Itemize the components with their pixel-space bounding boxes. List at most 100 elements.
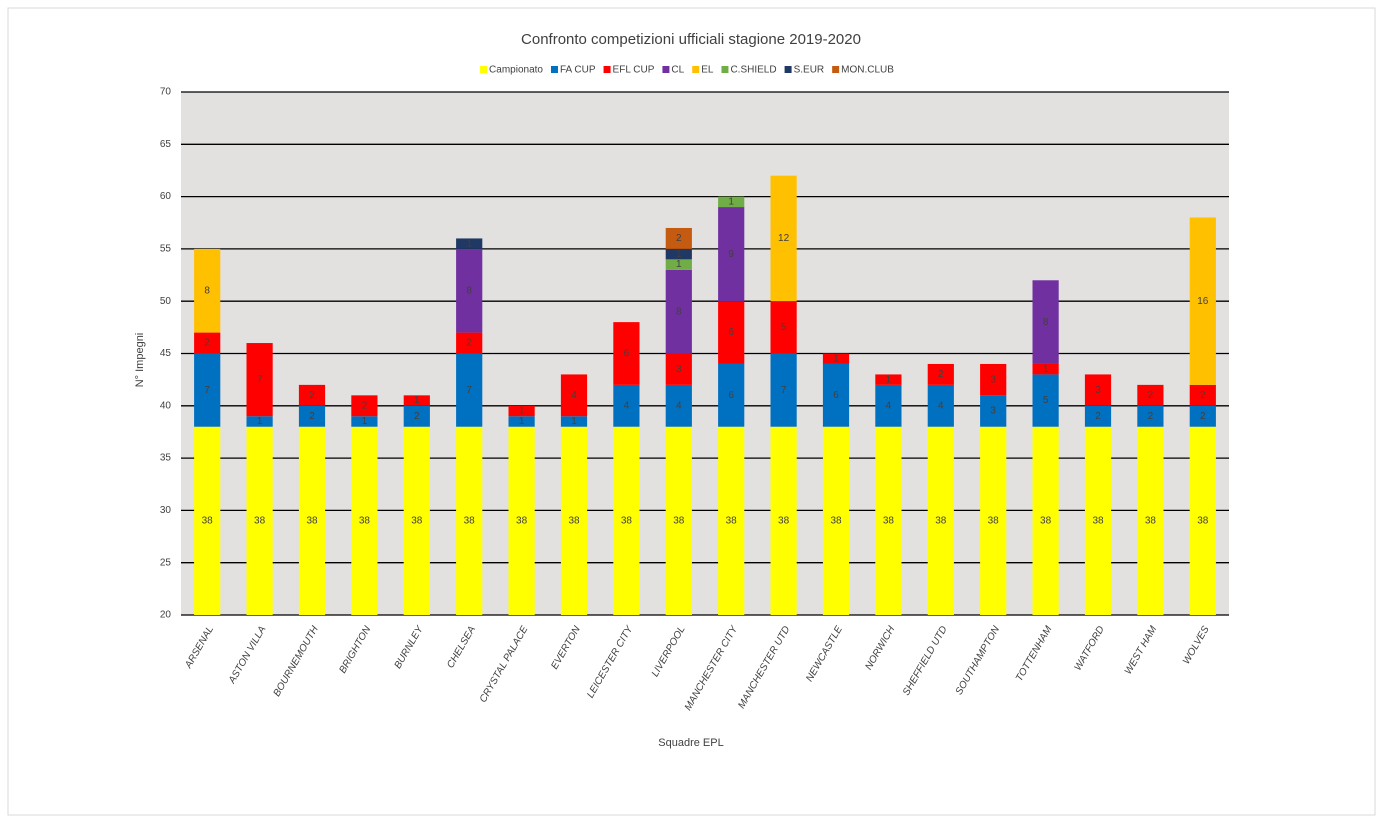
bar-segment [718,363,745,427]
y-tick-label: 40 [160,400,172,411]
bar-segment [1137,384,1164,406]
bar-segment [1084,405,1112,427]
data-label: 38 [516,516,528,527]
data-label: 38 [935,516,947,527]
bar-segment [246,343,273,417]
bar-segment [718,207,745,302]
bar-segment [508,405,535,417]
bar-segment [351,426,378,615]
data-label: 5 [781,322,787,333]
bar-segment [927,384,954,427]
data-label: 8 [466,285,472,296]
legend-swatch [662,66,670,73]
data-label: 12 [778,233,790,244]
data-label: 1 [466,238,472,249]
bar-segment [351,395,378,417]
data-label: 1 [676,249,682,260]
data-label: 1 [414,395,420,406]
legend-swatch [784,66,792,73]
bar-segment [927,363,954,385]
bar-segment [822,426,850,615]
y-tick-label: 60 [160,191,172,202]
data-label: 2 [414,411,420,422]
legend-label: FA CUP [560,65,596,76]
bar-segment [822,353,850,364]
bar-segment [770,301,797,354]
bar-segment [1032,280,1059,364]
y-tick-label: 50 [160,296,172,307]
bar-segment [1189,217,1216,385]
data-label: 6 [624,348,630,359]
bar-segment [246,426,273,615]
y-tick-label: 55 [160,244,172,255]
data-label: 38 [830,516,842,527]
data-label: 1 [362,416,368,427]
data-label: 2 [1095,411,1101,422]
legend-swatch [832,66,840,73]
bar-segment [875,384,902,427]
data-label: 6 [833,390,839,401]
y-tick-label: 70 [160,87,172,98]
bar-segment [1032,374,1059,427]
data-label: 7 [781,385,787,396]
data-label: 38 [1197,516,1209,527]
bar-segment [665,227,692,249]
data-label: 2 [362,400,368,411]
bar-segment [456,353,483,427]
data-label: 2 [1200,390,1206,401]
legend-swatch [692,66,700,73]
data-label: 2 [1200,411,1206,422]
y-tick-label: 20 [160,610,172,621]
legend-swatch [721,66,729,73]
bar-segment [456,332,483,354]
data-label: 6 [728,327,734,338]
bar-segment [1137,405,1164,427]
bar-segment [403,426,430,615]
x-axis-title: Squadre EPL [658,737,723,749]
data-label: 1 [728,196,734,207]
y-tick-label: 30 [160,505,172,516]
bar-segment [194,332,221,354]
data-label: 4 [676,400,682,411]
bar-segment [665,353,692,385]
data-label: 38 [726,516,738,527]
bar-segment [456,238,483,249]
bar-segment [456,426,483,615]
bar-segment [560,426,588,615]
bar-segment [1032,426,1059,615]
data-label: 38 [411,516,423,527]
bar-segment [298,405,326,427]
data-label: 38 [202,516,214,527]
data-label: 4 [571,390,577,401]
data-label: 2 [938,369,944,380]
legend-label: S.EUR [794,65,825,76]
data-label: 2 [1148,411,1154,422]
data-label: 38 [1040,516,1052,527]
legend: Campionato FA CUP EFL CUP CL EL C.SHIELD S.EUR… [480,65,894,76]
bar-segment [665,248,692,260]
data-label: 38 [621,516,633,527]
bar-segment [665,269,692,354]
data-label: 3 [676,364,682,375]
bar-segment [822,363,850,427]
data-label: 38 [883,516,895,527]
data-label: 1 [833,353,839,364]
bar-segment [770,175,797,302]
bar-segment [194,248,221,333]
bar-segment [613,426,640,615]
bar-segment [665,384,692,427]
legend-label: EFL CUP [613,65,655,76]
bar-segment [403,405,430,427]
bar-segment [508,426,535,615]
bar-segment [770,426,797,615]
bar-segment [1189,405,1216,427]
bar-segment [665,259,692,270]
data-label: 2 [309,390,315,401]
data-label: 1 [257,416,263,427]
data-label: 38 [464,516,476,527]
data-label: 38 [673,516,685,527]
bar-segment [1137,426,1164,615]
bar-segment [665,426,692,615]
